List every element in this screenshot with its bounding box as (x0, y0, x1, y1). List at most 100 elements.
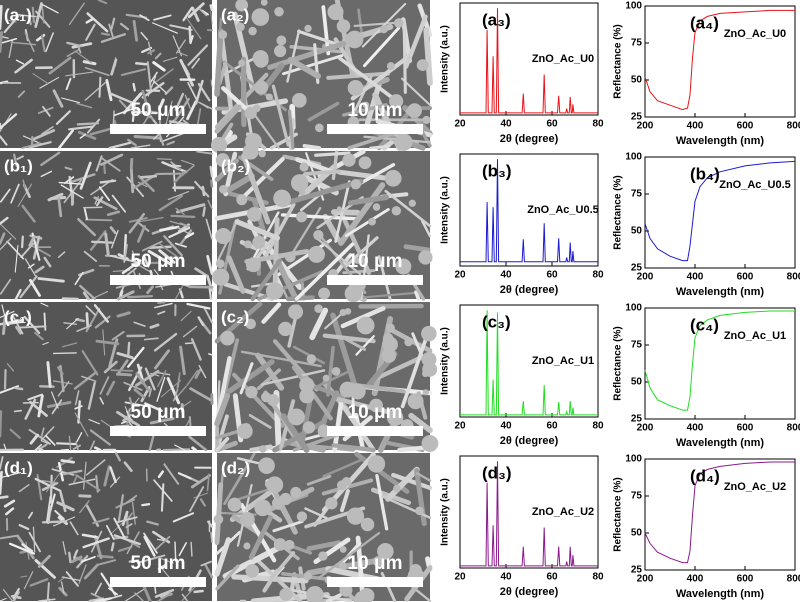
sem-feature (287, 56, 321, 79)
sem-feature (100, 33, 127, 43)
x-axis-label: 2θ (degree) (500, 586, 559, 598)
sem-feature (16, 155, 25, 160)
sem-feature (0, 113, 18, 130)
sem-feature (62, 469, 83, 476)
y-tick-label: 75 (631, 340, 643, 351)
sem-feature (174, 444, 186, 451)
sem-feature (9, 428, 21, 439)
sem-feature (307, 595, 316, 602)
sem-feature (356, 316, 375, 335)
sem-feature (213, 514, 224, 525)
data-line (644, 9, 795, 111)
x-tick-label: 200 (637, 121, 654, 132)
sem-feature (156, 376, 166, 402)
plot-frame (644, 156, 796, 269)
sem-feature (160, 483, 165, 512)
sem-feature (279, 492, 292, 506)
sem-feature (94, 315, 111, 329)
sem-feature (58, 181, 82, 185)
sem-feature (93, 196, 118, 211)
sem-feature (146, 61, 152, 91)
sem-feature (40, 151, 61, 167)
scale-bar-label: 10 μm (348, 553, 403, 574)
sem-feature (309, 307, 329, 341)
sem-feature (113, 108, 134, 117)
sem-feature (66, 41, 83, 48)
sem-feature (422, 389, 429, 396)
sem-feature (179, 58, 195, 87)
panel-label: (c₂) (221, 307, 249, 326)
sem-feature (204, 564, 214, 579)
sem-feature (98, 76, 102, 98)
sem-feature (66, 317, 79, 330)
sem-feature (208, 353, 213, 356)
sem-feature (159, 243, 179, 259)
sem-feature (188, 435, 208, 452)
sem-feature (43, 256, 52, 268)
sem-feature (32, 73, 49, 84)
sem-feature (175, 207, 185, 216)
sem-feature (16, 14, 37, 18)
panel-label: (c₄) (690, 315, 719, 334)
sem-feature (143, 535, 156, 557)
sem-feature (271, 497, 283, 509)
sem-feature (422, 115, 431, 125)
sem-feature (109, 226, 117, 235)
sem-feature (314, 235, 362, 276)
sem-feature (383, 110, 390, 118)
sem-feature (275, 191, 292, 208)
sem-feature (339, 545, 347, 553)
sem-feature (181, 159, 195, 166)
sem-feature (68, 125, 94, 131)
sem-feature (105, 79, 113, 102)
sem-feature (169, 220, 190, 228)
x-tick-label: 20 (454, 421, 466, 432)
sem-feature (379, 25, 388, 34)
sem-feature (153, 14, 172, 21)
sem-feature (176, 372, 181, 389)
sem-feature (219, 31, 234, 115)
sem-feature (143, 255, 150, 268)
sem-feature (299, 162, 309, 172)
series-label: ZnO_Ac_U2 (532, 506, 594, 518)
sem-feature (221, 86, 252, 115)
sem-feature (77, 130, 97, 140)
sem-feature (280, 413, 310, 453)
sem-feature (369, 144, 391, 150)
x-tick-label: 20 (454, 119, 466, 130)
sem-feature (325, 497, 338, 510)
sem-feature (119, 22, 130, 31)
sem-feature (353, 21, 401, 28)
sem-feature (0, 471, 22, 479)
sem-feature (66, 48, 80, 57)
sem-feature (189, 35, 194, 44)
sem-feature (226, 173, 255, 193)
sem-feature (73, 551, 77, 560)
sem-feature (117, 253, 129, 261)
sem-feature (265, 93, 273, 101)
sem-feature (193, 492, 209, 499)
sem-feature (95, 155, 103, 172)
panel-label: (a₃) (482, 10, 511, 29)
sem-feature (157, 370, 167, 387)
sem-feature (264, 202, 296, 258)
sem-feature (313, 229, 324, 241)
sem-feature (372, 203, 381, 211)
sem-feature (81, 533, 99, 539)
sem-feature (71, 555, 83, 564)
y-tick-label: 25 (631, 414, 643, 425)
sem-feature (143, 337, 159, 341)
sem-feature (241, 153, 271, 225)
scale-bar (110, 577, 206, 587)
series-label: ZnO_Ac_U0 (532, 53, 594, 65)
sem-feature (65, 77, 72, 91)
sem-feature (34, 331, 44, 341)
scale-bar-label: 50 μm (131, 100, 186, 121)
sem-feature (187, 44, 209, 66)
sem-feature (180, 310, 192, 322)
sem-feature (116, 516, 138, 524)
sem-feature (342, 103, 388, 117)
sem-feature (330, 312, 358, 388)
sem-feature (299, 377, 315, 393)
sem-feature (153, 332, 178, 352)
